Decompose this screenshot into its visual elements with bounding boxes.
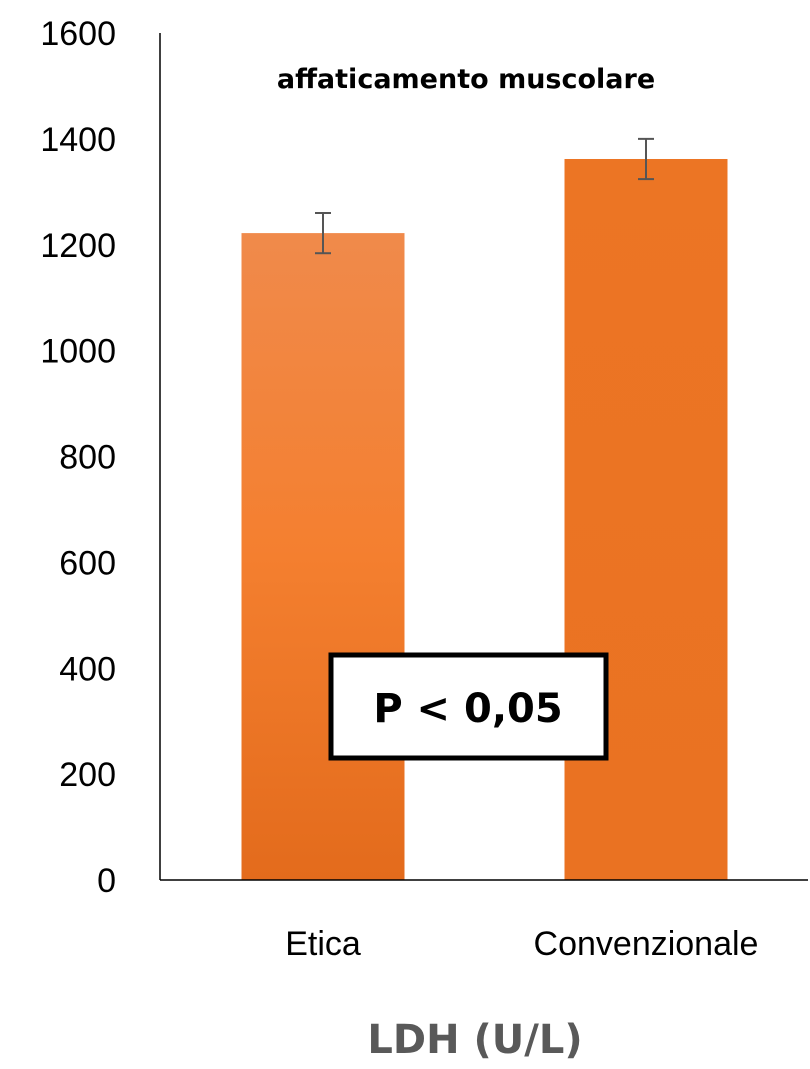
error-bar-convenzionale bbox=[638, 137, 654, 181]
x-axis-title: LDH (U/L) bbox=[367, 1017, 582, 1063]
y-tick-label: 800 bbox=[59, 439, 116, 477]
x-axis-categories: Etica Convenzionale bbox=[285, 925, 758, 963]
y-tick-label: 400 bbox=[59, 650, 116, 688]
y-tick-label: 200 bbox=[59, 756, 116, 794]
chart-title: affaticamento muscolare bbox=[277, 64, 655, 95]
bar-convenzionale bbox=[564, 158, 728, 880]
p-value-frame bbox=[328, 652, 609, 761]
y-tick-label: 1600 bbox=[40, 15, 116, 53]
bar-etica bbox=[241, 233, 405, 880]
x-category-label: Convenzionale bbox=[534, 925, 759, 963]
p-value-label: P < 0,05 bbox=[373, 686, 562, 732]
y-axis-ticks: 0 200 400 600 800 1000 1200 1400 1600 bbox=[40, 15, 116, 900]
y-tick-label: 1000 bbox=[40, 333, 116, 371]
y-tick-label: 1400 bbox=[40, 121, 116, 159]
bars-group bbox=[241, 158, 728, 880]
y-tick-label: 1200 bbox=[40, 227, 116, 265]
error-bar-etica bbox=[315, 211, 331, 255]
y-tick-label: 0 bbox=[97, 862, 116, 900]
x-category-label: Etica bbox=[285, 925, 361, 963]
y-tick-label: 600 bbox=[59, 544, 116, 582]
p-value-box: P < 0,05 bbox=[328, 652, 609, 761]
error-bars-group bbox=[315, 137, 654, 255]
